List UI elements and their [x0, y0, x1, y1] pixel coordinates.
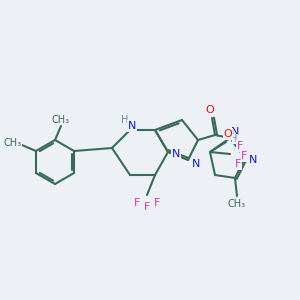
Text: F: F [144, 202, 150, 212]
Text: O: O [206, 105, 214, 115]
Text: CH₃: CH₃ [52, 115, 70, 125]
Text: N: N [172, 149, 180, 159]
Text: N: N [249, 155, 257, 165]
Text: H: H [230, 134, 238, 144]
Text: F: F [154, 198, 160, 208]
Text: N: N [128, 121, 136, 131]
Text: H: H [121, 115, 129, 125]
Text: F: F [237, 141, 243, 151]
Text: CH₃: CH₃ [228, 199, 246, 209]
Text: F: F [235, 159, 241, 169]
Text: N: N [192, 159, 200, 169]
Text: F: F [134, 198, 140, 208]
Text: CH₃: CH₃ [4, 138, 22, 148]
Text: F: F [241, 151, 247, 161]
Text: N: N [231, 127, 239, 137]
Text: O: O [224, 129, 232, 139]
